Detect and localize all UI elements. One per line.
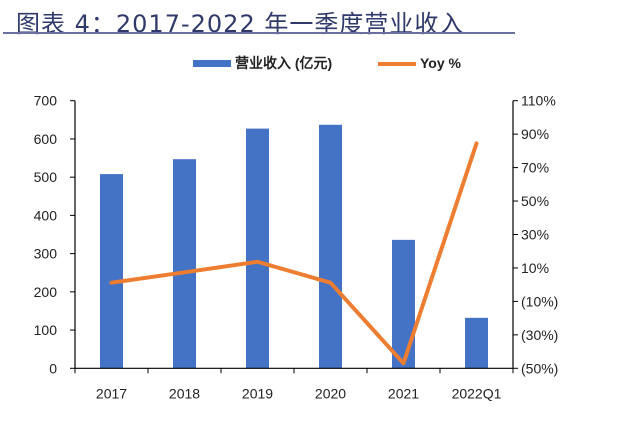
right-tick-label: 50% [521, 193, 549, 209]
bar-2021 [392, 239, 415, 369]
left-tick-label: 700 [34, 93, 58, 109]
right-tick-label: 10% [521, 260, 549, 276]
left-tick-label: 0 [49, 360, 57, 376]
left-tick-label: 600 [34, 131, 58, 147]
legend-bar-swatch [193, 60, 231, 67]
x-tick-label: 2022Q1 [452, 385, 502, 401]
bar-2022Q1 [465, 317, 488, 369]
legend-line-label: Yoy % [420, 55, 462, 71]
right-tick-label: 110% [521, 93, 556, 109]
right-tick-label: (30%) [521, 327, 558, 343]
right-tick-label: 90% [521, 126, 549, 142]
yoy-line [109, 141, 479, 366]
left-tick-label: 200 [34, 284, 58, 300]
right-tick-label: 30% [521, 227, 549, 243]
legend-bar-label: 营业收入 (亿元) [235, 55, 332, 71]
left-tick-label: 400 [34, 207, 58, 223]
x-tick-label: 2021 [388, 385, 419, 401]
bar-2017 [100, 174, 123, 369]
x-tick-label: 2020 [315, 385, 346, 401]
right-tick-label: 70% [521, 160, 549, 176]
bar-2020 [319, 124, 342, 369]
right-tick-label: (10%) [521, 293, 558, 309]
x-tick-label: 2019 [242, 385, 273, 401]
bar-2018 [173, 159, 196, 369]
title-underline [3, 32, 515, 34]
bar-2019 [246, 128, 269, 369]
right-tick-label: (50%) [521, 360, 558, 376]
left-tick-label: 100 [34, 322, 58, 338]
x-tick-label: 2018 [169, 385, 200, 401]
left-tick-label: 300 [34, 246, 58, 262]
left-tick-label: 500 [34, 169, 58, 185]
x-tick-label: 2017 [96, 385, 127, 401]
